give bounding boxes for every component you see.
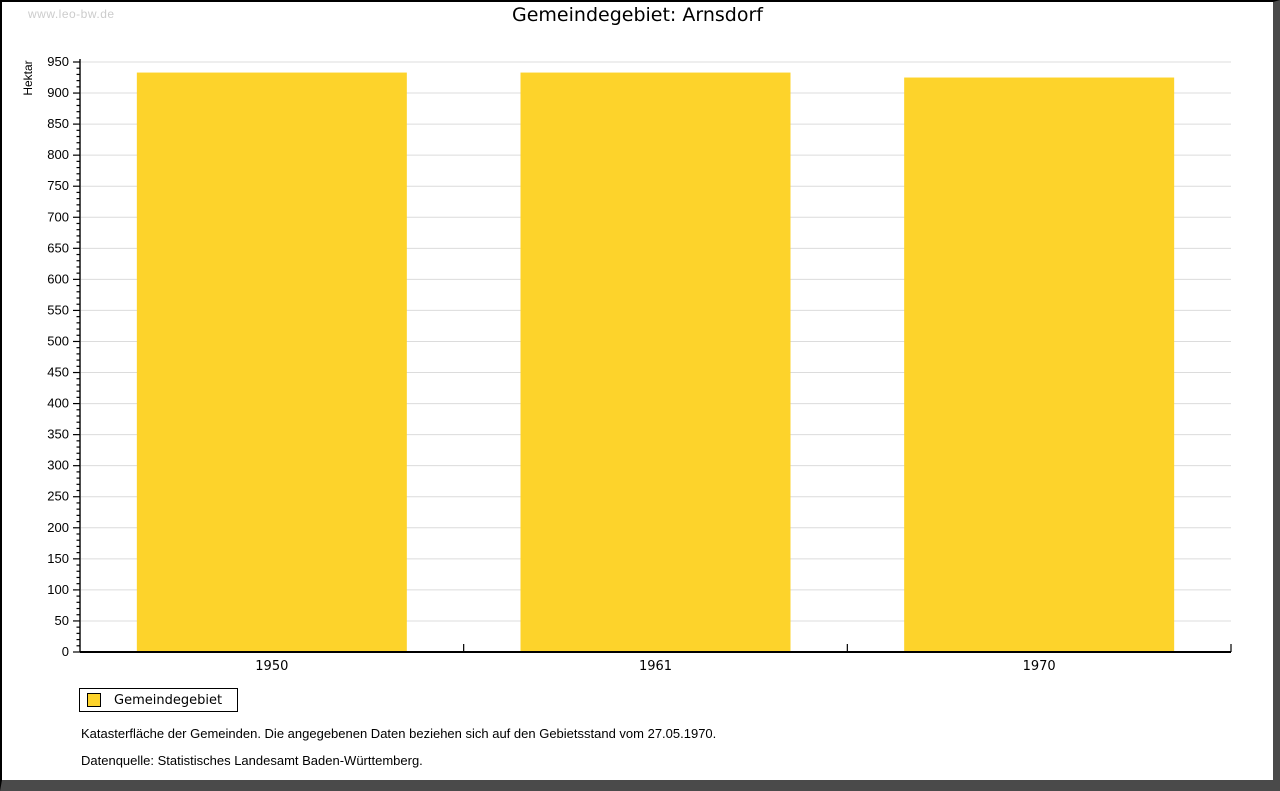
bar-1961 [520,72,791,653]
bar-chart-plot-area: 0 50 100 150 200 250 300 350 400 450 500 550 600 650 7… [47,54,1232,674]
y-tick-label: 800 [47,147,69,162]
x-category-label: 1950 [255,659,288,674]
footnote-description: Katasterfläche der Gemeinden. Die angege… [81,726,717,741]
y-tick-label: 900 [47,85,69,100]
y-tick-label: 650 [47,240,69,255]
y-tick-label: 750 [47,178,69,193]
y-tick-label: 700 [47,209,69,224]
legend-label: Gemeindegebiet [114,692,223,708]
y-tick-label: 950 [47,54,69,69]
x-category-label: 1961 [639,659,672,674]
x-category-label: 1970 [1023,659,1056,674]
footnote-source: Datenquelle: Statistisches Landesamt Bad… [81,753,423,768]
y-tick-label: 200 [47,520,69,535]
y-tick-label: 350 [47,427,69,442]
y-tick-label: 150 [47,551,69,566]
y-tick-label: 300 [47,458,69,473]
watermark: www.leo-bw.de [28,7,115,21]
bar-1970 [904,77,1175,653]
y-tick-label: 850 [47,116,69,131]
legend-swatch-icon [87,693,101,707]
bar-1950 [136,72,407,653]
chart-title: Gemeindegebiet: Arnsdorf [512,4,763,26]
y-tick-label: 400 [47,396,69,411]
y-tick-label: 50 [55,613,69,628]
y-tick-label: 0 [62,644,69,659]
y-tick-label: 100 [47,582,69,597]
y-tick-label: 550 [47,302,69,317]
y-tick-label: 600 [47,271,69,286]
legend: Gemeindegebiet [79,688,239,712]
y-tick-label: 500 [47,333,69,348]
y-tick-label: 250 [47,489,69,504]
y-tick-label: 450 [47,365,69,380]
